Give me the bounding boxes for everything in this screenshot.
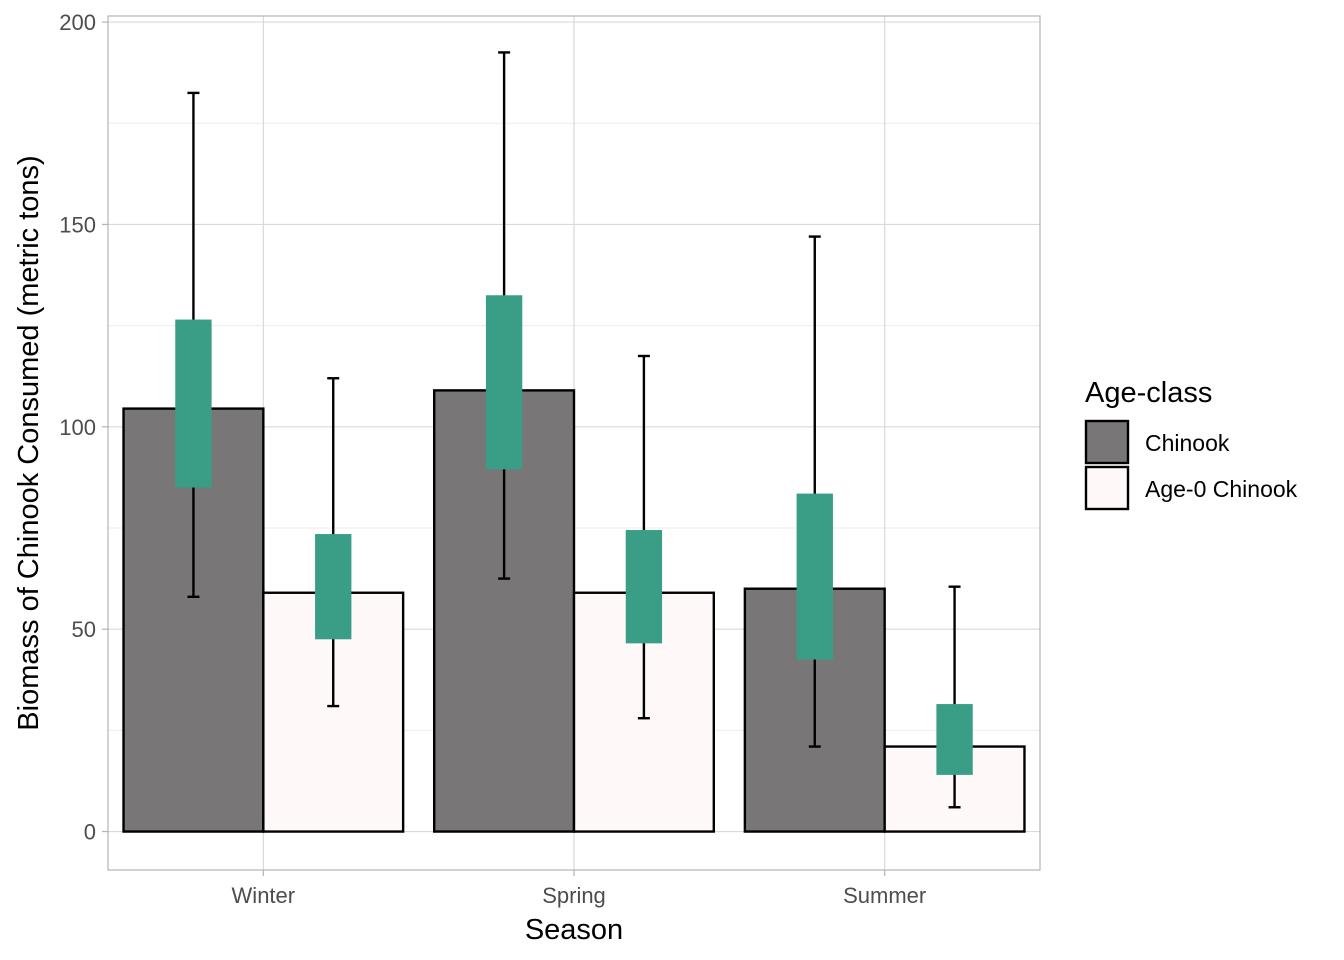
interval-box [796,493,833,660]
x-tick-label: Summer [843,883,926,908]
legend-title: Age-class [1085,377,1212,409]
y-tick-label: 200 [59,10,96,35]
legend-key [1084,419,1130,465]
y-axis-title: Biomass of Chinook Consumed (metric tons… [13,155,45,730]
legend: Age-class Chinook Age-0 Chinook [1084,377,1298,511]
interval-box [936,704,973,775]
x-axis-title: Season [525,914,623,946]
legend-label: Age-0 Chinook [1145,476,1298,502]
legend-label: Chinook [1145,430,1230,456]
y-tick-label: 0 [84,820,96,845]
interval-box [315,534,352,640]
interval-box [625,530,663,644]
x-axis: Winter Spring Summer [232,870,926,908]
y-tick-label: 100 [59,415,96,440]
y-tick-label: 50 [72,617,96,642]
interval-boxes [175,295,973,775]
legend-key [1084,465,1130,511]
y-axis: 0 50 100 150 200 [59,10,108,845]
x-tick-label: Spring [542,883,606,908]
y-tick-label: 150 [59,212,96,237]
interval-box [485,295,523,470]
x-tick-label: Winter [232,883,296,908]
interval-box [175,319,212,488]
